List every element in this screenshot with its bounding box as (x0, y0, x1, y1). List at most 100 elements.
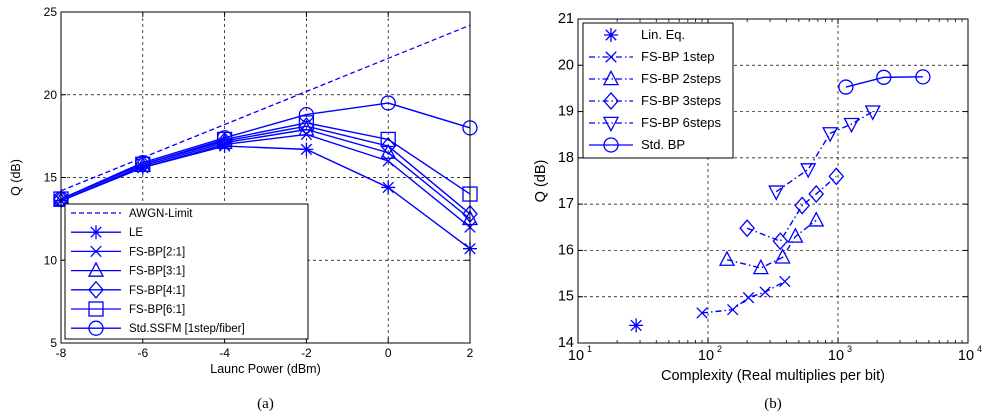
legend: AWGN-Limit LE FS-BP[2:1] FS-BP[3:1] FS-BP[4:… (64, 203, 309, 340)
series-3 (739, 167, 845, 251)
legend-box (582, 22, 734, 159)
series-line (60, 24, 471, 192)
series-1 (696, 275, 791, 319)
data-point (380, 131, 396, 148)
y-tick-label: 25 (44, 5, 58, 19)
legend-label: Std.SSFM [1step/fiber] (129, 323, 245, 335)
x-tick-exponent: 4 (977, 344, 982, 354)
data-point (742, 291, 755, 304)
legend-marker (88, 301, 104, 317)
legend-label: Std. BP (641, 137, 685, 152)
series-line (60, 128, 471, 220)
legend-marker (88, 320, 104, 336)
data-point (299, 142, 314, 157)
series-line (775, 110, 874, 193)
x-tick-label: -6 (137, 346, 148, 360)
y-tick-label: 5 (50, 336, 57, 350)
legend-label: FS-BP[3:1] (129, 266, 185, 278)
series-line (726, 219, 817, 269)
x-tick-label: 10 (958, 348, 974, 364)
series-2 (718, 211, 825, 275)
data-point (629, 318, 644, 333)
y-tick-label: 16 (558, 242, 574, 258)
data-point (779, 275, 791, 288)
x-tick-exponent: 1 (587, 344, 592, 354)
series-5 (838, 69, 931, 95)
data-point (838, 79, 854, 95)
data-point (774, 248, 791, 264)
legend-marker (602, 116, 620, 133)
data-point (759, 286, 771, 298)
data-point (864, 105, 881, 121)
data-point (822, 127, 839, 143)
data-point (727, 303, 739, 316)
caption: (b) (764, 396, 782, 412)
data-point (794, 196, 811, 215)
data-point (915, 69, 931, 85)
data-point (772, 232, 789, 251)
data-point (380, 95, 396, 111)
y-axis-label: Q (dB) (533, 160, 549, 203)
legend-box (64, 203, 309, 340)
x-tick-label: -8 (56, 346, 67, 360)
data-point (808, 211, 825, 227)
x-tick-label: 10 (698, 348, 714, 364)
series-line (845, 76, 923, 88)
x-tick-exponent: 3 (847, 344, 852, 354)
y-tick-label: 20 (558, 57, 574, 73)
y-tick-label: 10 (44, 253, 58, 267)
series-4 (768, 105, 881, 201)
series-line (60, 102, 471, 200)
legend-label: FS-BP 1step (641, 49, 714, 64)
data-point (808, 184, 825, 204)
y-tick-label: 18 (558, 150, 574, 166)
x-tick-label: 10 (828, 348, 844, 364)
y-tick-label: 19 (558, 104, 574, 120)
legend-marker (603, 91, 619, 111)
x-tick-label: -2 (301, 346, 312, 360)
y-tick-label: 15 (44, 171, 58, 185)
y-axis-label: Q (dB) (9, 159, 23, 196)
caption: (a) (257, 396, 274, 412)
legend-marker (603, 137, 619, 153)
legend-marker (605, 51, 617, 63)
legend-marker (90, 245, 102, 258)
legend-marker (88, 280, 104, 299)
y-tick-label: 15 (558, 289, 574, 305)
data-point (787, 227, 804, 243)
series-line (60, 122, 471, 200)
y-tick-label: 21 (558, 11, 574, 27)
x-axis-label: Complexity (Real multiplies per bit) (661, 368, 885, 384)
legend-label: FS-BP 3steps (641, 93, 721, 108)
x-axis-label: Launc Power (dBm) (210, 362, 320, 376)
legend-marker (89, 225, 103, 240)
data-point (718, 250, 736, 266)
y-tick-label: 20 (44, 88, 58, 102)
data-point (216, 130, 233, 146)
series-line (60, 133, 471, 228)
series-line (746, 175, 837, 243)
data-point (800, 163, 817, 179)
data-point (382, 155, 394, 167)
series-0 (60, 24, 471, 192)
data-point (876, 69, 892, 85)
legend-label: AWGN-Limit (129, 208, 193, 220)
legend-label: FS-BP[4:1] (129, 285, 185, 297)
axes-box (577, 18, 969, 344)
legend-marker (604, 28, 618, 42)
legend-label: Lin. Eq. (641, 27, 685, 42)
x-tick-label: 0 (385, 346, 392, 360)
y-tick-label: 14 (558, 335, 574, 351)
data-point (298, 115, 315, 131)
data-point (298, 106, 315, 123)
data-point (739, 219, 755, 238)
data-point (752, 258, 769, 275)
data-point (381, 180, 396, 195)
data-point (828, 167, 845, 186)
y-tick-label: 17 (558, 196, 574, 212)
legend-label: FS-BP[6:1] (129, 304, 185, 316)
legend-label: FS-BP[2:1] (129, 246, 185, 258)
legend-marker (602, 69, 620, 86)
